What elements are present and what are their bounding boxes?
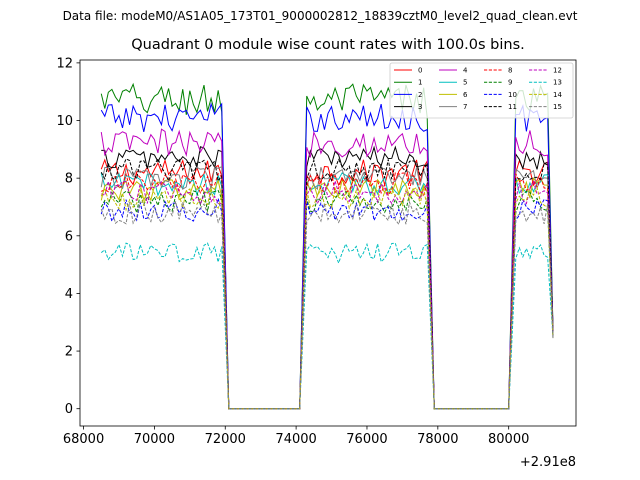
x-tick-label: 74000 (275, 432, 316, 447)
x-tick-label: 76000 (346, 432, 387, 447)
series-line-9 (100, 189, 554, 410)
series-line-4 (100, 128, 554, 410)
legend-label-13: 13 (553, 79, 562, 87)
x-tick-label: 80000 (488, 432, 529, 447)
series-line-2 (100, 102, 554, 410)
legend-label-2: 2 (418, 91, 422, 99)
legend-label-5: 5 (463, 79, 467, 87)
axes-frame (79, 59, 577, 427)
legend-label-14: 14 (553, 91, 562, 99)
y-tick-label: 8 (65, 172, 73, 187)
figure-suptitle: Data file: modeM0/AS1A05_173T01_90000028… (63, 9, 578, 23)
legend-label-0: 0 (418, 67, 422, 75)
series-line-12 (101, 179, 554, 410)
series-line-3 (101, 145, 554, 410)
legend-label-7: 7 (463, 103, 467, 111)
legend-box (389, 62, 574, 119)
x-offset-label: +2.91e8 (520, 455, 576, 470)
legend-label-11: 11 (508, 103, 517, 111)
y-tick-label: 10 (56, 114, 73, 129)
x-tick-label: 72000 (205, 432, 246, 447)
y-tick-label: 12 (56, 56, 73, 71)
legend-label-1: 1 (418, 79, 422, 87)
x-tick-label: 68000 (63, 432, 104, 447)
y-tick-label: 6 (65, 229, 73, 244)
y-tick-label: 2 (65, 345, 73, 360)
x-tick-label: 70000 (134, 432, 175, 447)
series-line-11 (100, 157, 554, 410)
legend-label-12: 12 (553, 67, 562, 75)
legend-label-3: 3 (418, 103, 422, 111)
y-tick-label: 0 (65, 402, 73, 417)
series-line-15 (100, 200, 554, 410)
legend-label-4: 4 (463, 67, 468, 75)
y-tick-label: 4 (65, 287, 73, 302)
axes: 68000 70000 72000 74000 76000 78000 80000 0 2 4 6 8… (56, 56, 577, 447)
legend-label-15: 15 (553, 103, 562, 111)
legend-label-8: 8 (508, 67, 512, 75)
chart-title: Quadrant 0 module wise count rates with … (131, 37, 525, 53)
legend-label-10: 10 (508, 91, 517, 99)
x-tick-label: 78000 (417, 432, 458, 447)
series-line-10 (100, 196, 554, 410)
plot-area (100, 82, 554, 410)
series-line-0 (100, 158, 554, 410)
legend-label-9: 9 (508, 79, 512, 87)
legend-label-6: 6 (463, 91, 468, 99)
